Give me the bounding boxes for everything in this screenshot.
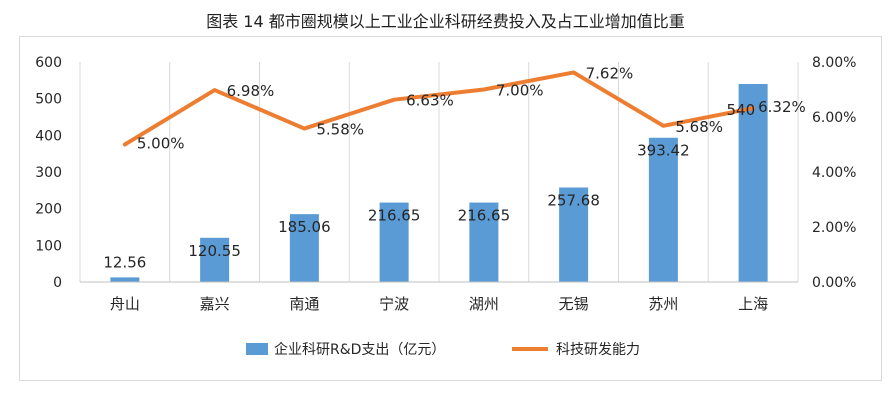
line-data-label: 5.68% <box>675 118 723 136</box>
axes: 0 100 200 300 400 500 600 0.00% 2.00% 4.00% 6.00% 8… <box>35 55 856 313</box>
y-right-tick-label: 4.00% <box>812 165 856 181</box>
y-left-tick-label: 300 <box>35 165 62 181</box>
y-right-tick-label: 0.00% <box>812 275 856 291</box>
line-data-label: 7.00% <box>496 82 544 100</box>
line-data-label: 6.32% <box>758 98 806 116</box>
bar <box>559 187 589 282</box>
x-tick-label: 湖州 <box>469 295 499 313</box>
bar-data-label: 216.65 <box>458 207 511 225</box>
legend-swatch-bar <box>246 343 268 355</box>
x-tick-label: 苏州 <box>648 295 678 313</box>
bar-data-label: 540 <box>726 101 755 119</box>
bar <box>289 214 319 282</box>
x-tick-label: 无锡 <box>559 295 589 313</box>
bar-data-label: 185.06 <box>278 218 331 236</box>
x-tick-label: 舟山 <box>110 295 140 313</box>
y-left-tick-label: 200 <box>35 202 62 218</box>
line-path <box>122 70 756 147</box>
x-tick-label: 嘉兴 <box>200 295 230 313</box>
x-tick-label: 上海 <box>738 295 768 313</box>
bar-series <box>110 84 768 282</box>
line-data-label: 5.00% <box>137 135 185 153</box>
y-left-tick-label: 400 <box>35 128 62 144</box>
chart-title: 图表 14 都市圈规模以上工业企业科研经费投入及占工业增加值比重 <box>206 12 685 31</box>
y-right-tick-label: 2.00% <box>812 220 856 236</box>
bar-data-label: 257.68 <box>547 192 600 210</box>
y-left-tick-label: 100 <box>35 238 62 254</box>
bar <box>200 237 230 282</box>
bar-data-label: 120.55 <box>188 242 241 260</box>
legend-label-line: 科技研发能力 <box>556 342 640 358</box>
line-series <box>122 70 756 147</box>
x-tick-label: 南通 <box>289 295 319 313</box>
y-right-tick-label: 8.00% <box>812 55 856 71</box>
legend-label-bar: 企业科研R&D支出（亿元） <box>274 341 445 358</box>
bar <box>110 277 140 282</box>
line-data-labels: 5.00% 6.98% 5.58% 6.63% 7.00% 7.62% 5.68% 6.32% <box>137 64 806 152</box>
grid-lines <box>79 62 799 282</box>
line-data-label: 6.98% <box>227 82 275 100</box>
x-tick-label: 宁波 <box>379 295 409 313</box>
y-left-tick-label: 0 <box>53 275 62 291</box>
bar-data-labels: 12.56 120.55 185.06 216.65 216.65 257.68 393.4… <box>103 101 755 271</box>
bar <box>379 202 409 282</box>
line-data-label: 6.63% <box>406 92 454 110</box>
bar <box>738 84 768 282</box>
bar-data-label: 393.42 <box>637 142 690 160</box>
line-data-label: 5.58% <box>316 121 364 139</box>
line-data-label: 7.62% <box>586 64 634 82</box>
y-right-tick-label: 6.00% <box>812 110 856 126</box>
bar <box>469 202 499 282</box>
bar <box>648 137 678 282</box>
legend: 企业科研R&D支出（亿元） 科技研发能力 <box>246 341 640 358</box>
bar-data-label: 12.56 <box>103 253 146 271</box>
bar-data-label: 216.65 <box>368 207 421 225</box>
y-left-tick-label: 600 <box>35 55 62 71</box>
y-left-tick-label: 500 <box>35 92 62 108</box>
